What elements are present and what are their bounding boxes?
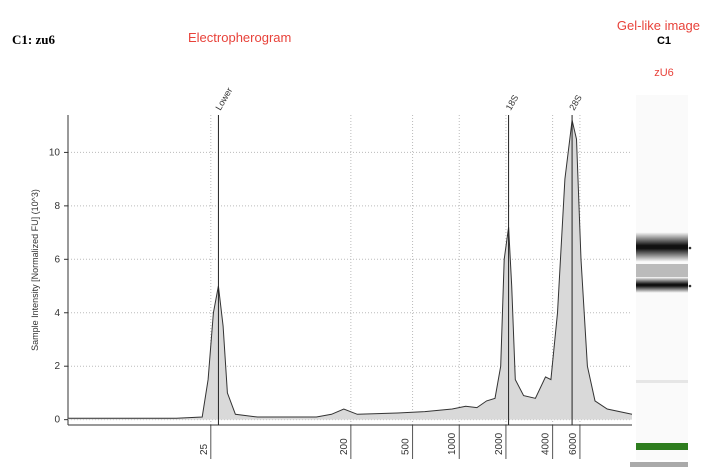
curve [68, 120, 632, 418]
y-tick-label: 4 [54, 308, 60, 319]
gel-lane-image [630, 95, 691, 467]
x-tick-label: 500 [401, 438, 412, 455]
x-tick-label: 200 [339, 438, 350, 455]
section-title: Electropherogram [188, 30, 291, 45]
x-tick-label: 6000 [568, 432, 579, 455]
gel-dot [689, 285, 692, 288]
y-tick-label: 2 [54, 361, 60, 372]
gel-band [636, 380, 688, 383]
gel-title: Gel-like image [617, 18, 700, 33]
x-tick-label: 2000 [494, 432, 505, 455]
y-tick-label: 0 [54, 415, 60, 426]
gel-sample: zU6 [654, 67, 674, 79]
gel-band [636, 232, 688, 262]
x-tick-label: 4000 [541, 432, 552, 455]
gel-marker-band [636, 443, 688, 450]
curve-area [68, 120, 632, 419]
peak-label: 28S [567, 93, 584, 112]
peak-label: Lower [214, 86, 235, 112]
sample-title: C1: zu6 [12, 32, 55, 47]
screenshot: C1: zu6 Electropherogram Gel-like image … [0, 0, 708, 474]
gel-band [636, 264, 688, 278]
y-tick-label: 10 [49, 147, 61, 158]
x-tick-label: 25 [199, 443, 210, 455]
gel-dot [689, 247, 692, 250]
peak-label: 18S [504, 93, 521, 112]
x-tick-label: 1000 [447, 432, 458, 455]
gel-edge [630, 462, 688, 467]
y-axis-label: Sample Intensity [Normalized FU] (10^3) [30, 189, 40, 351]
y-tick-label: 6 [54, 254, 60, 265]
gel-lane: C1 [657, 35, 671, 47]
y-tick-label: 8 [54, 201, 60, 212]
gel-band [636, 277, 688, 293]
